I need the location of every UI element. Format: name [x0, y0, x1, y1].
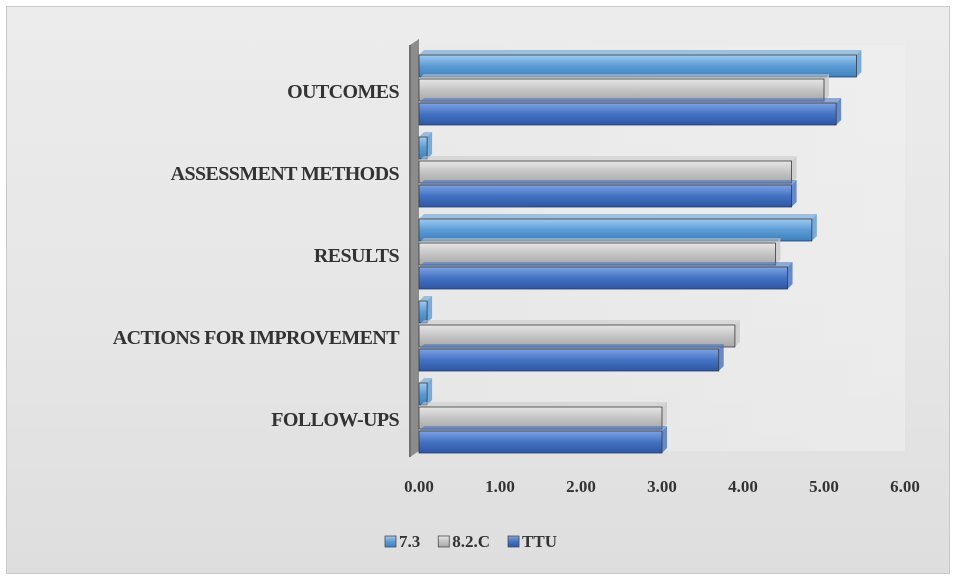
bar-top-face	[419, 426, 667, 431]
bar-side-face	[427, 378, 433, 405]
bar-front-face	[418, 406, 663, 430]
bar-7-3-outcomes	[418, 50, 862, 78]
x-axis-tick-labels: 0.00 1.00 2.00 3.00 4.00 5.00 6.00	[404, 477, 920, 496]
category-label-actions-for-improvement: ACTIONS FOR IMPROVEMENT	[113, 327, 400, 349]
bar-top-face	[419, 262, 793, 267]
category-label-follow-ups: FOLLOW-UPS	[271, 409, 399, 431]
bar-8-2-c-outcomes	[418, 74, 829, 102]
bar-7-3-results	[418, 214, 817, 242]
legend-label: TTU	[522, 532, 557, 551]
bar-front-face	[418, 242, 776, 266]
bar-side-face	[836, 98, 842, 125]
bar-7-3-actions-for-improvement	[418, 296, 433, 324]
bar-front-face	[418, 78, 825, 102]
bar-front-face	[418, 324, 736, 348]
x-tick-label: 0.00	[404, 477, 434, 496]
bar-top-face	[419, 320, 740, 325]
category-label-results: RESULTS	[314, 245, 400, 267]
legend-item-ttu: TTU	[507, 532, 557, 551]
bar-side-face	[856, 50, 862, 77]
legend-swatch	[507, 535, 520, 548]
bar-side-face	[718, 344, 724, 371]
bar-side-face	[791, 180, 797, 207]
bar-front-face	[418, 184, 793, 208]
bar-top-face	[419, 296, 433, 301]
bar-front-face	[418, 382, 428, 406]
bar-ttu-outcomes	[418, 98, 842, 126]
bar-ttu-assessment-methods	[418, 180, 797, 208]
bar-top-face	[419, 50, 862, 55]
category-labels: OUTCOMES ASSESSMENT METHODS RESULTS ACTIONS…	[113, 81, 401, 431]
bar-top-face	[419, 344, 724, 349]
chart-frame: OUTCOMES ASSESSMENT METHODS RESULTS ACTIONS…	[6, 6, 950, 574]
bar-side-face	[787, 262, 793, 289]
bar-top-face	[419, 132, 433, 137]
legend-item-7-3: 7.3	[384, 532, 420, 551]
bar-7-3-follow-ups	[418, 378, 433, 406]
bar-chart: OUTCOMES ASSESSMENT METHODS RESULTS ACTIONS…	[113, 39, 920, 551]
bar-side-face	[791, 156, 797, 183]
legend-swatch	[384, 535, 397, 548]
category-label-outcomes: OUTCOMES	[287, 81, 399, 103]
category-label-assessment-methods: ASSESSMENT METHODS	[171, 163, 400, 185]
bar-top-face	[419, 214, 817, 219]
legend: 7.3 8.2.C TTU	[384, 532, 557, 551]
x-tick-label: 6.00	[890, 477, 920, 496]
bar-side-face	[775, 238, 781, 265]
bars-group	[418, 50, 862, 454]
bar-front-face	[418, 102, 837, 126]
bar-top-face	[419, 98, 842, 103]
bar-side-face	[427, 296, 433, 323]
bar-8-2-c-assessment-methods	[418, 156, 797, 184]
bar-top-face	[419, 402, 667, 407]
x-tick-label: 4.00	[728, 477, 758, 496]
bar-ttu-actions-for-improvement	[418, 344, 724, 372]
bar-front-face	[418, 160, 793, 184]
bar-ttu-results	[418, 262, 793, 290]
bar-ttu-follow-ups	[418, 426, 667, 454]
bar-front-face	[418, 136, 428, 160]
y-axis-wall	[410, 39, 419, 457]
bar-front-face	[418, 54, 857, 78]
bar-top-face	[419, 74, 829, 79]
bar-front-face	[418, 300, 428, 324]
legend-item-8-2-c: 8.2.C	[437, 532, 490, 551]
bar-side-face	[662, 426, 667, 453]
bar-8-2-c-follow-ups	[418, 402, 667, 430]
bar-top-face	[419, 378, 433, 383]
bar-side-face	[811, 214, 817, 241]
x-tick-label: 2.00	[566, 477, 596, 496]
bar-side-face	[662, 402, 667, 429]
legend-label: 8.2.C	[452, 532, 490, 551]
bar-front-face	[418, 430, 663, 454]
bar-8-2-c-actions-for-improvement	[418, 320, 740, 348]
bar-side-face	[734, 320, 740, 347]
bar-front-face	[418, 348, 720, 372]
bar-top-face	[419, 156, 797, 161]
legend-swatch	[437, 535, 450, 548]
bar-top-face	[419, 180, 797, 185]
bar-side-face	[824, 74, 829, 101]
x-tick-label: 3.00	[647, 477, 677, 496]
bar-top-face	[419, 238, 781, 243]
legend-label: 7.3	[399, 532, 420, 551]
bar-front-face	[418, 218, 813, 242]
bar-front-face	[418, 266, 788, 290]
x-tick-label: 1.00	[485, 477, 515, 496]
bar-7-3-assessment-methods	[418, 132, 433, 160]
bar-8-2-c-results	[418, 238, 781, 266]
x-tick-label: 5.00	[809, 477, 839, 496]
bar-side-face	[427, 132, 433, 159]
